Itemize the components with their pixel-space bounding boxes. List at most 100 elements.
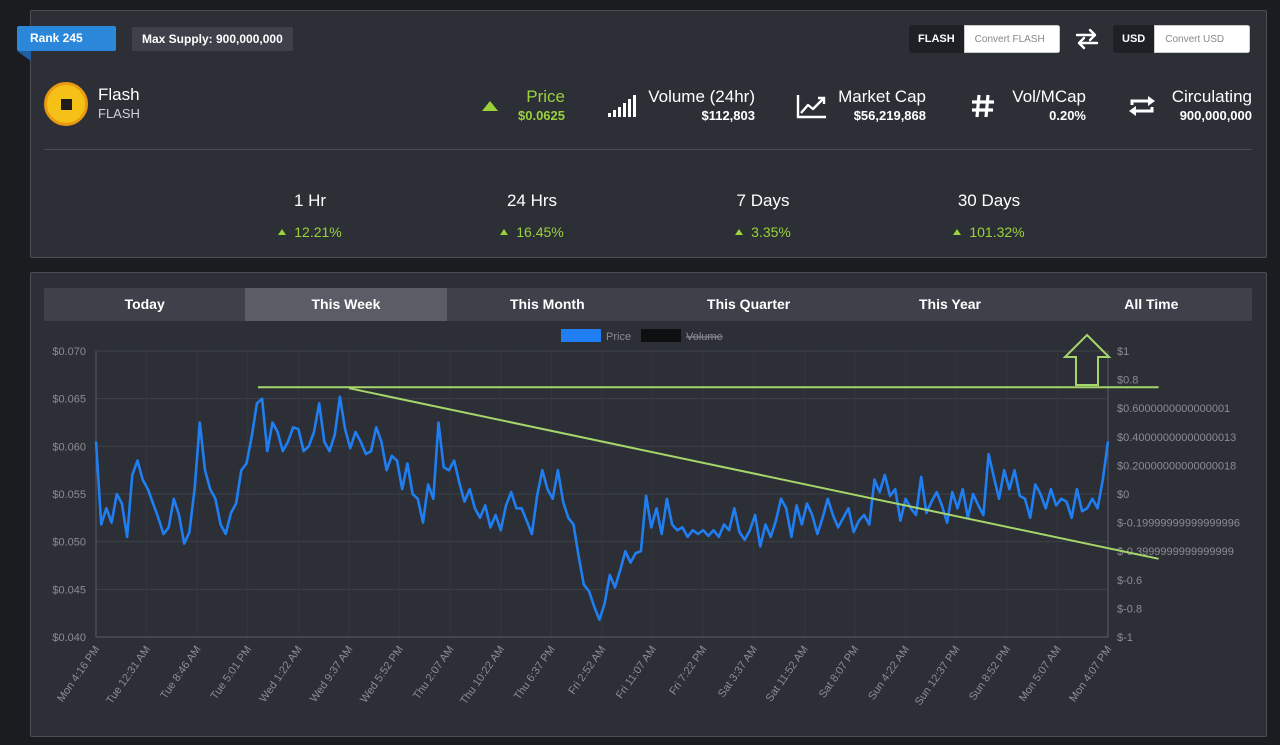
period-value: 101.32% (969, 224, 1025, 240)
legend-volume-swatch (641, 329, 681, 342)
rank-badge: Rank 245 (17, 26, 116, 51)
market-cap-label: Market Cap (838, 87, 926, 106)
vol-mcap-value: 0.20% (1049, 108, 1086, 123)
y-axis-right-tick: $0.20000000000000018 (1117, 460, 1236, 472)
convert-usd-group: USD (1113, 25, 1251, 53)
y-axis-left-tick: $0.045 (52, 584, 86, 596)
volume-stat: Volume (24hr) $112,803 (648, 87, 755, 124)
x-axis-tick: Wed 1:22 AM (257, 644, 305, 705)
exchange-arrows-icon (1129, 96, 1155, 116)
x-axis-tick: Thu 10:22 AM (458, 644, 507, 707)
swap-arrows-icon[interactable] (1075, 28, 1099, 50)
convert-flash-input[interactable] (963, 25, 1060, 53)
x-axis-tick: Wed 5:52 PM (358, 644, 406, 705)
hash-icon (972, 94, 994, 118)
period-30d: 30 Days 101.32% (919, 191, 1059, 241)
market-cap-value: $56,219,868 (853, 108, 926, 123)
legend-price-swatch (561, 329, 601, 342)
chart-panel: Today This Week This Month This Quarter … (30, 272, 1267, 737)
summary-divider (44, 149, 1252, 150)
convert-flash-code: FLASH (909, 25, 964, 53)
period-1h: 1 Hr 12.21% (240, 191, 380, 241)
up-triangle-icon (500, 229, 509, 235)
price-stat: Price $0.0625 (518, 87, 565, 124)
signal-bars-icon (608, 95, 636, 117)
y-axis-right-tick: $0.8 (1117, 375, 1138, 387)
coin-name: Flash (98, 85, 140, 104)
tab-today[interactable]: Today (124, 296, 165, 312)
price-up-triangle-icon (482, 101, 498, 111)
y-axis-left-tick: $0.060 (52, 441, 86, 453)
y-axis-right-tick: $-0.6 (1117, 575, 1142, 587)
circulating-label: Circulating (1171, 87, 1252, 106)
period-change: 3.35% (693, 223, 833, 241)
market-cap-stat: Market Cap $56,219,868 (838, 87, 926, 124)
period-change: 16.45% (462, 223, 602, 241)
x-axis-tick: Sat 11:52 AM (764, 644, 811, 704)
y-axis-right-tick: $0 (1117, 489, 1129, 501)
y-axis-right-tick: $-0.8 (1117, 603, 1142, 615)
tab-this-year[interactable]: This Year (918, 296, 981, 312)
x-axis-tick: Mon 4:16 PM (55, 644, 102, 704)
convert-flash-group: FLASH (909, 25, 1060, 53)
x-axis-tick: Sun 4:22 AM (866, 644, 912, 702)
x-axis-tick: Wed 9:37 AM (308, 644, 356, 705)
period-change: 101.32% (919, 223, 1059, 241)
vol-mcap-stat: Vol/MCap 0.20% (1012, 87, 1086, 124)
x-axis-tick: Tue 12:31 AM (104, 644, 153, 707)
circulating-stat: Circulating 900,000,000 (1172, 87, 1252, 124)
legend-price-label: Price (606, 331, 631, 343)
timeframe-tabs: Today This Week This Month This Quarter … (44, 288, 1252, 321)
coin-summary-panel: Rank 245 Max Supply: 900,000,000 FLASH U… (17, 10, 1267, 258)
y-axis-right-tick: $0.40000000000000013 (1117, 432, 1236, 444)
x-axis-tick: Fri 7:22 PM (667, 644, 709, 697)
tab-this-week[interactable]: This Week (245, 288, 447, 321)
tab-this-quarter[interactable]: This Quarter (707, 296, 791, 312)
period-7d: 7 Days 3.35% (693, 191, 833, 241)
x-axis-tick: Sun 12:37 PM (913, 644, 963, 708)
y-axis-left-tick: $0.055 (52, 489, 86, 501)
x-axis-tick: Fri 11:07 AM (614, 644, 659, 701)
volume-label: Volume (24hr) (648, 87, 755, 106)
x-axis-tick: Sun 8:52 PM (967, 644, 1013, 703)
price-series-line (94, 395, 1110, 622)
legend-volume-label: Volume (686, 331, 723, 343)
y-axis-right-tick: $-0.3999999999999999 (1117, 546, 1234, 558)
period-label: 24 Hrs (506, 191, 558, 210)
convert-usd-code: USD (1113, 25, 1155, 53)
up-triangle-icon (278, 229, 287, 235)
x-axis-tick: Sat 3:37 AM (716, 644, 760, 700)
price-chart: $0.070 $0.065 $0.060 $0.055 $0.050 $0.045 $0.0… (52, 329, 1240, 708)
circulating-value: 900,000,000 (1179, 108, 1252, 123)
x-axis-tick: Mon 4:07 PM (1067, 644, 1114, 704)
price-value: $0.0625 (518, 108, 565, 123)
convert-usd-input[interactable] (1154, 25, 1251, 53)
up-triangle-icon (953, 229, 962, 235)
x-axis-tick: Mon 5:07 AM (1017, 644, 1064, 704)
period-value: 12.21% (294, 224, 342, 240)
tab-this-month[interactable]: This Month (509, 296, 585, 312)
period-value: 16.45% (516, 224, 564, 240)
price-label: Price (526, 87, 565, 106)
up-triangle-icon (735, 229, 744, 235)
x-axis-tick: Sat 8:07 PM (817, 644, 862, 700)
y-axis-left-tick: $0.040 (52, 632, 86, 644)
y-axis-left-tick: $0.070 (52, 346, 86, 358)
period-label: 7 Days (736, 191, 790, 210)
period-24h: 24 Hrs 16.45% (462, 191, 602, 241)
rank-badge-fold (17, 51, 31, 61)
vol-mcap-label: Vol/MCap (1012, 87, 1086, 106)
y-axis-right-tick: $-1 (1117, 632, 1133, 644)
volume-value: $112,803 (701, 108, 755, 123)
period-change: 12.21% (240, 223, 380, 241)
tab-all-time[interactable]: All Time (1124, 296, 1179, 312)
x-axis-tick: Thu 2:07 AM (411, 644, 457, 702)
x-axis-tick: Fri 2:52 AM (566, 644, 608, 697)
y-axis-left-tick: $0.065 (52, 394, 86, 406)
period-label: 1 Hr (293, 191, 327, 210)
y-axis-right-tick: $0.6000000000000001 (1117, 403, 1230, 415)
trend-line-descending (348, 387, 1159, 560)
y-axis-left-tick: $0.050 (52, 537, 86, 549)
breakout-up-arrow-icon (1062, 333, 1112, 386)
coin-symbol: FLASH (98, 106, 140, 121)
